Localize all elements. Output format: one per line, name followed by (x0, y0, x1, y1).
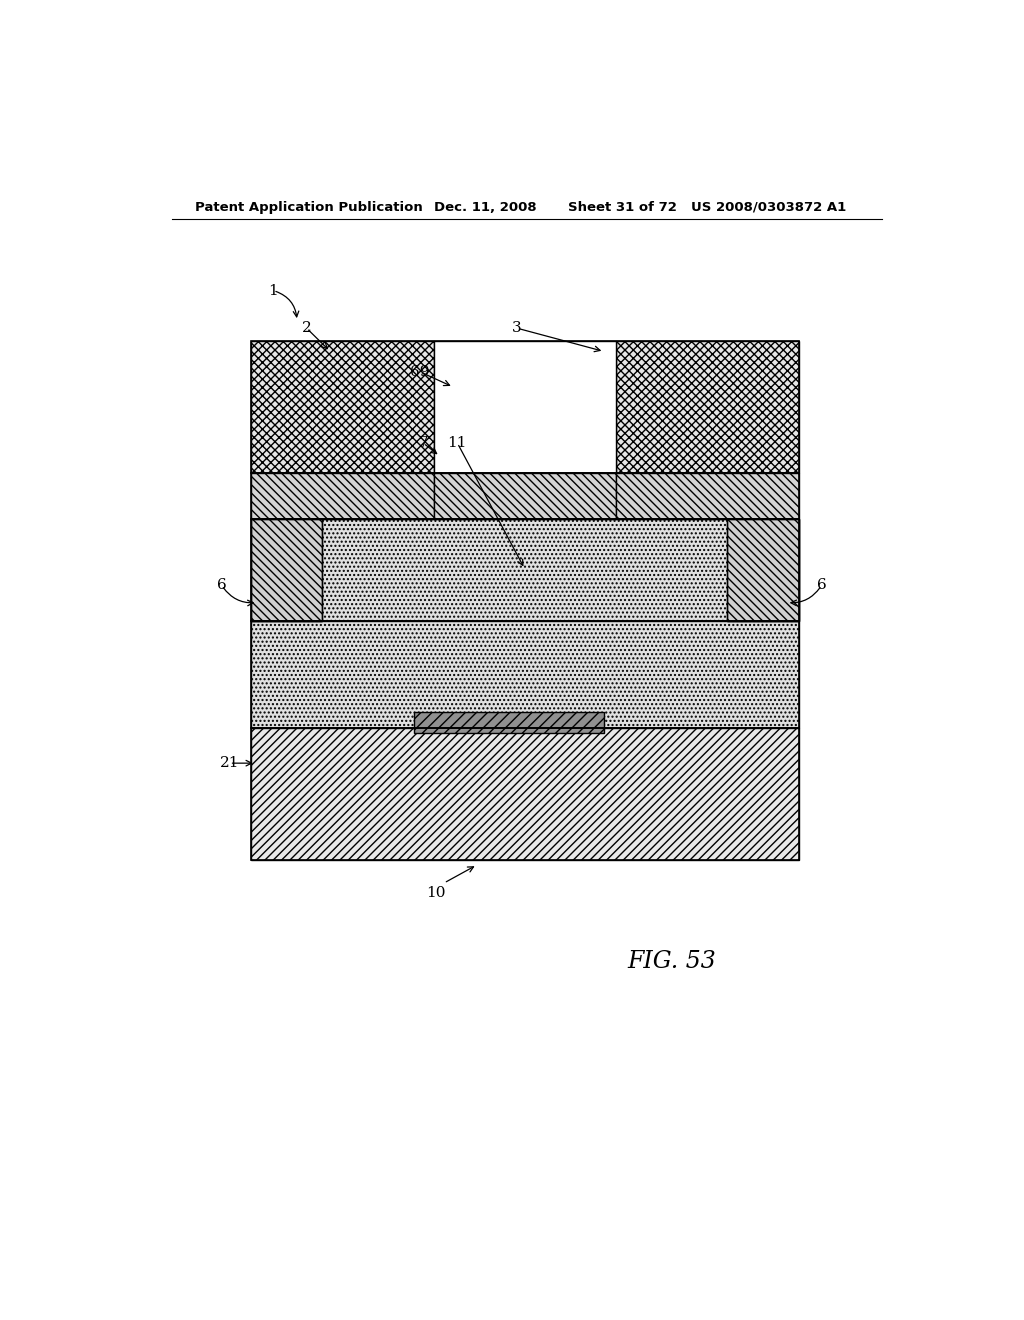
Text: 2: 2 (302, 321, 311, 335)
Text: 1: 1 (268, 284, 279, 297)
Text: Dec. 11, 2008: Dec. 11, 2008 (433, 201, 537, 214)
Bar (251, 342, 799, 474)
Bar (433, 342, 616, 474)
Text: 6: 6 (217, 578, 226, 593)
Text: 7: 7 (419, 436, 428, 450)
Bar (251, 474, 799, 519)
Text: 10: 10 (426, 886, 445, 900)
Text: 21: 21 (220, 756, 240, 770)
Text: Patent Application Publication: Patent Application Publication (196, 201, 423, 214)
Bar (251, 519, 323, 620)
Bar (616, 474, 799, 519)
Bar (251, 620, 799, 727)
Text: US 2008/0303872 A1: US 2008/0303872 A1 (691, 201, 847, 214)
Text: FIG. 53: FIG. 53 (628, 950, 716, 973)
Bar (251, 620, 799, 727)
Bar (251, 727, 799, 859)
Bar (433, 474, 616, 519)
Bar (251, 519, 799, 620)
Text: 3: 3 (512, 321, 521, 335)
Bar (616, 342, 799, 474)
Text: Sheet 31 of 72: Sheet 31 of 72 (568, 201, 677, 214)
Bar (414, 713, 604, 733)
Text: 11: 11 (447, 436, 467, 450)
Text: 69: 69 (411, 364, 430, 379)
Bar (251, 342, 433, 474)
Bar (251, 519, 323, 620)
Bar (251, 474, 433, 519)
Bar (251, 727, 799, 859)
Text: 6: 6 (817, 578, 826, 593)
Bar (251, 519, 799, 620)
Bar (727, 519, 799, 620)
Bar (727, 519, 799, 620)
